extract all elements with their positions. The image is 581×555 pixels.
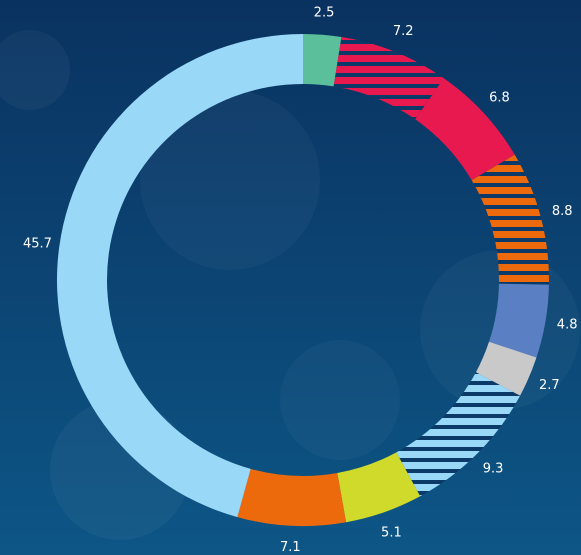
slices — [56, 34, 549, 526]
value-label: 9.3 — [483, 461, 504, 476]
bubble — [0, 30, 70, 110]
value-label: 4.8 — [557, 318, 578, 333]
slice — [237, 468, 347, 526]
value-label: 5.1 — [381, 526, 402, 541]
slice — [415, 78, 515, 181]
bubble — [280, 340, 400, 460]
slice — [337, 452, 421, 523]
value-label: 2.7 — [539, 378, 560, 393]
value-label: 8.8 — [552, 204, 573, 219]
value-label: 7.2 — [393, 24, 414, 39]
slice — [475, 341, 537, 396]
value-label: 45.7 — [23, 236, 52, 251]
value-label: 7.1 — [280, 540, 301, 555]
slice — [396, 372, 521, 497]
slice — [489, 283, 549, 358]
value-label: 2.5 — [314, 5, 335, 20]
slice — [56, 34, 304, 518]
slice — [333, 37, 444, 120]
slice — [303, 34, 342, 87]
value-label: 6.8 — [489, 90, 510, 105]
slice — [471, 154, 549, 285]
